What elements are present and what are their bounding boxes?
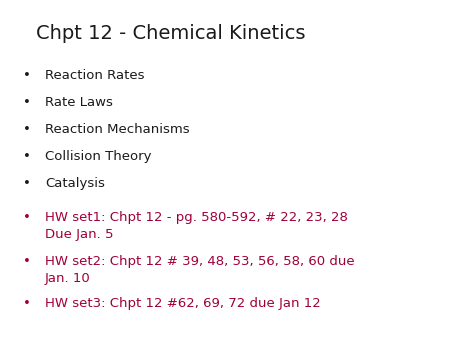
- Text: •: •: [23, 96, 31, 109]
- Text: Rate Laws: Rate Laws: [45, 96, 113, 109]
- Text: Catalysis: Catalysis: [45, 177, 105, 190]
- Text: •: •: [23, 177, 31, 190]
- Text: Reaction Mechanisms: Reaction Mechanisms: [45, 123, 189, 136]
- Text: •: •: [23, 69, 31, 82]
- Text: •: •: [23, 255, 31, 268]
- Text: HW set3: Chpt 12 #62, 69, 72 due Jan 12: HW set3: Chpt 12 #62, 69, 72 due Jan 12: [45, 297, 321, 310]
- Text: •: •: [23, 297, 31, 310]
- Text: •: •: [23, 150, 31, 163]
- Text: •: •: [23, 211, 31, 224]
- Text: Collision Theory: Collision Theory: [45, 150, 152, 163]
- Text: Reaction Rates: Reaction Rates: [45, 69, 144, 82]
- Text: HW set2: Chpt 12 # 39, 48, 53, 56, 58, 60 due
Jan. 10: HW set2: Chpt 12 # 39, 48, 53, 56, 58, 6…: [45, 255, 355, 285]
- Text: HW set1: Chpt 12 - pg. 580-592, # 22, 23, 28
Due Jan. 5: HW set1: Chpt 12 - pg. 580-592, # 22, 23…: [45, 211, 348, 241]
- Text: Chpt 12 - Chemical Kinetics: Chpt 12 - Chemical Kinetics: [36, 24, 306, 43]
- Text: •: •: [23, 123, 31, 136]
